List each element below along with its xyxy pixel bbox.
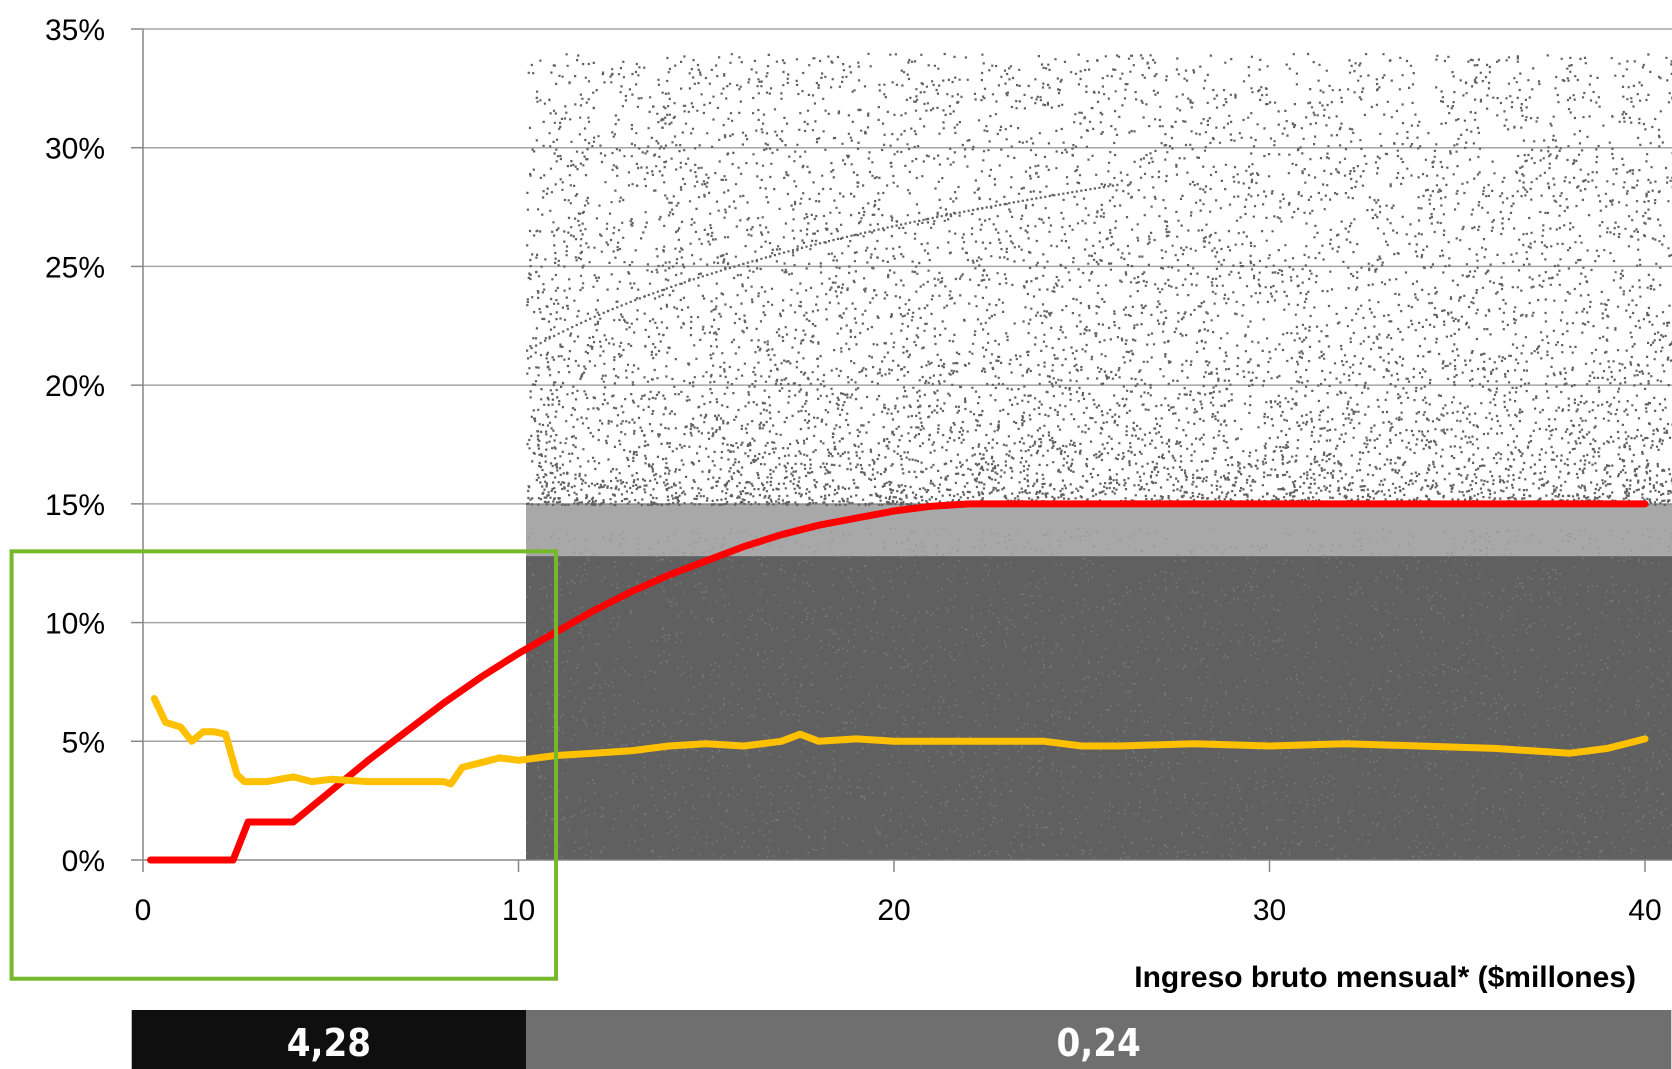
- bottom-bar-0: [131, 1010, 527, 1069]
- series-line-1: [150, 695, 1649, 788]
- y-tick-label: 25%: [45, 251, 105, 284]
- x-axis-label: Ingreso bruto mensual* ($millones): [1134, 961, 1636, 994]
- axes: [142, 29, 1672, 861]
- x-tick-label: 10: [502, 894, 535, 927]
- y-tick-label: 20%: [45, 370, 105, 403]
- tick-labels: 0% 5% 10% 15% 20% 25% 30% 35% 0 10 20 30 40: [45, 14, 1662, 927]
- scatter-cloud: [526, 52, 1672, 860]
- bottom-bar-label: 0,24: [1056, 1021, 1140, 1065]
- scatter-dense-region: [526, 556, 1672, 860]
- y-tick-label: 10%: [45, 608, 105, 641]
- series-line-0: [147, 500, 1649, 864]
- x-tick-label: 40: [1628, 894, 1661, 927]
- y-tick-label: 30%: [45, 133, 105, 166]
- scatter-points: [526, 52, 1672, 860]
- series-lines: [147, 500, 1649, 864]
- scatter-medium-band: [526, 503, 1672, 557]
- highlight-box-layer: [9, 549, 559, 981]
- highlight-box: [9, 549, 559, 981]
- bottom-bars: 4,28 0,24: [131, 1010, 1672, 1069]
- x-tick-label: 30: [1253, 894, 1286, 927]
- bottom-bar-label: 4,28: [287, 1021, 371, 1065]
- y-tick-label: 5%: [62, 726, 105, 759]
- y-tick-label: 35%: [45, 14, 105, 47]
- y-tick-label: 0%: [62, 845, 105, 878]
- y-tick-label: 15%: [45, 489, 105, 522]
- bottom-bar-1: [526, 1010, 1672, 1069]
- x-tick-label: 0: [135, 894, 152, 927]
- x-tick-label: 20: [877, 894, 910, 927]
